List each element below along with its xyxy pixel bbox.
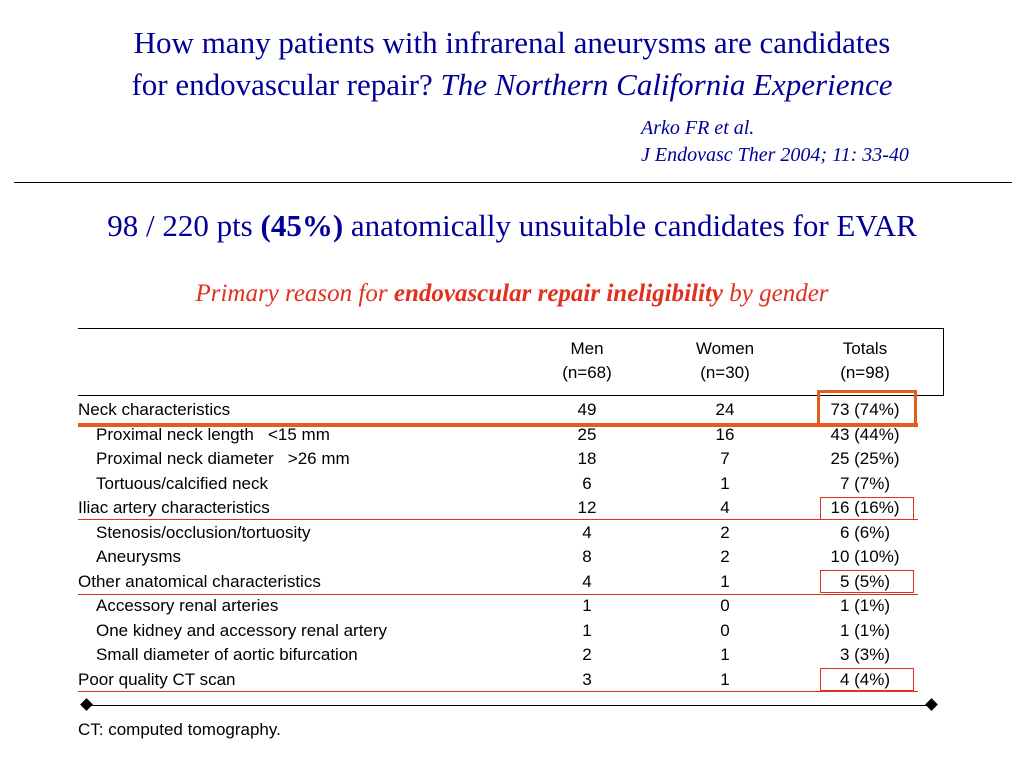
- row-total: 6 (6%): [839, 522, 891, 542]
- row-women: 4: [720, 498, 730, 517]
- row-men: 49: [577, 400, 597, 419]
- row-men: 4: [582, 522, 592, 542]
- iliac-total-box: [820, 497, 914, 520]
- row-women: 24: [715, 400, 735, 419]
- row-total: 7 (7%): [839, 473, 891, 493]
- row-men: 4: [582, 571, 592, 591]
- row-women: 1: [720, 669, 730, 689]
- row-total: 10 (10%): [830, 547, 900, 566]
- row-label: Stenosis/occlusion/tortuosity: [96, 522, 311, 542]
- row-label: Iliac artery characteristics: [78, 498, 270, 517]
- header-totals-n: (n=98): [840, 363, 890, 382]
- row-total: 16 (16%): [830, 498, 900, 517]
- row-label: Poor quality CT scan: [78, 669, 236, 689]
- header-women-n: (n=30): [700, 363, 750, 382]
- other-total-box: [820, 570, 914, 593]
- headline: 98 / 220 pts (45%) anatomically unsuitab…: [0, 206, 1024, 246]
- row-label: Other anatomical characteristics: [78, 571, 321, 591]
- title-line-2: for endovascular repair? The Northern Ca…: [0, 64, 1024, 106]
- row-label: Small diameter of aortic bifurcation: [96, 645, 358, 664]
- row-total: 43 (44%): [830, 424, 900, 444]
- row-men: 6: [582, 473, 592, 493]
- citation-authors: Arko FR et al.: [641, 117, 755, 139]
- table-top-rule: [78, 328, 944, 329]
- title-question: for endovascular repair?: [131, 67, 433, 102]
- row-women: 0: [720, 620, 730, 640]
- row-women: 2: [720, 522, 730, 542]
- table-bottom-rule: [86, 705, 932, 706]
- slide-title: How many patients with infrarenal aneury…: [0, 22, 1024, 106]
- row-total: 25 (25%): [830, 449, 900, 468]
- row-total: 4 (4%): [839, 669, 891, 689]
- citation-journal: J Endovasc Ther 2004; 11: 33-40: [641, 144, 909, 166]
- header-women: Women: [695, 339, 755, 358]
- citation: Arko FR et al. J Endovasc Ther 2004; 11:…: [641, 115, 909, 169]
- row-men: 3: [582, 669, 592, 689]
- row-men: 25: [577, 424, 597, 444]
- caption-post: by gender: [729, 280, 829, 307]
- neck-total-highlight: [817, 390, 917, 426]
- row-men: 12: [577, 498, 597, 517]
- title-line-1: How many patients with infrarenal aneury…: [133, 25, 891, 60]
- row-men: 18: [577, 449, 597, 468]
- row-total: 1 (1%): [839, 596, 891, 615]
- ct-total-box: [820, 668, 914, 691]
- row-women: 7: [720, 449, 730, 468]
- row-total: 1 (1%): [839, 620, 891, 640]
- header-men-n: (n=68): [562, 363, 612, 382]
- separator-other: [78, 594, 918, 595]
- row-label: Tortuous/calcified neck: [96, 473, 268, 493]
- diamond-right-icon: [925, 698, 938, 711]
- row-label: Accessory renal arteries: [96, 596, 279, 615]
- row-women: 0: [720, 596, 730, 615]
- row-label: One kidney and accessory renal artery: [96, 620, 388, 640]
- row-men: 8: [582, 547, 592, 566]
- row-women: 2: [720, 547, 730, 566]
- header-totals: Totals: [842, 339, 888, 358]
- table-caption: Primary reason for endovascular repair i…: [0, 276, 1024, 312]
- table-right-edge: [943, 328, 944, 395]
- row-label: Proximal neck diameter >26 mm: [96, 449, 350, 468]
- caption-bold: endovascular repair ineligibility: [393, 280, 724, 307]
- separator-iliac: [78, 519, 918, 520]
- row-women: 16: [715, 424, 735, 444]
- caption-pre: Primary reason for: [195, 280, 388, 307]
- headline-text: anatomically unsuitable candidates for E…: [350, 208, 917, 243]
- row-men: 1: [582, 620, 592, 640]
- neck-highlight-underline: [78, 423, 918, 427]
- row-total: 73 (74%): [830, 400, 900, 419]
- header-rule: [78, 395, 944, 396]
- header-men: Men: [570, 339, 604, 358]
- row-women: 1: [720, 473, 730, 493]
- footnote: CT: computed tomography.: [78, 720, 281, 739]
- row-label: Aneurysms: [96, 547, 182, 566]
- row-total: 3 (3%): [839, 645, 891, 664]
- headline-percent: (45%): [260, 208, 344, 243]
- row-men: 2: [582, 645, 592, 664]
- row-women: 1: [720, 645, 730, 664]
- diamond-left-icon: [80, 698, 93, 711]
- row-men: 1: [582, 596, 592, 615]
- row-women: 1: [720, 571, 730, 591]
- separator-ct: [78, 691, 918, 692]
- row-label: Neck characteristics: [78, 400, 231, 419]
- title-subtitle: The Northern California Experience: [440, 67, 893, 102]
- headline-count: 98 / 220 pts: [107, 208, 253, 243]
- row-label: Proximal neck length <15 mm: [96, 424, 330, 444]
- row-total: 5 (5%): [839, 571, 891, 591]
- title-divider: [14, 182, 1012, 183]
